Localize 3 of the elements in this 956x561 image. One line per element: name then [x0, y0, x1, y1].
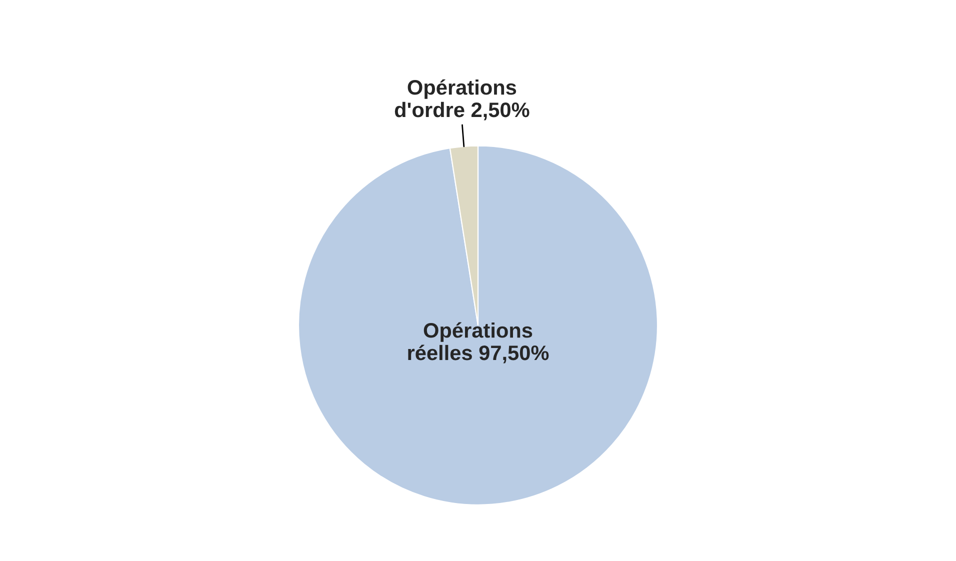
pie-slice: [298, 145, 658, 506]
slice-label: Opérations d'ordre 2,50%: [394, 79, 530, 120]
slice-label: Opérations réelles 97,50%: [408, 322, 549, 364]
